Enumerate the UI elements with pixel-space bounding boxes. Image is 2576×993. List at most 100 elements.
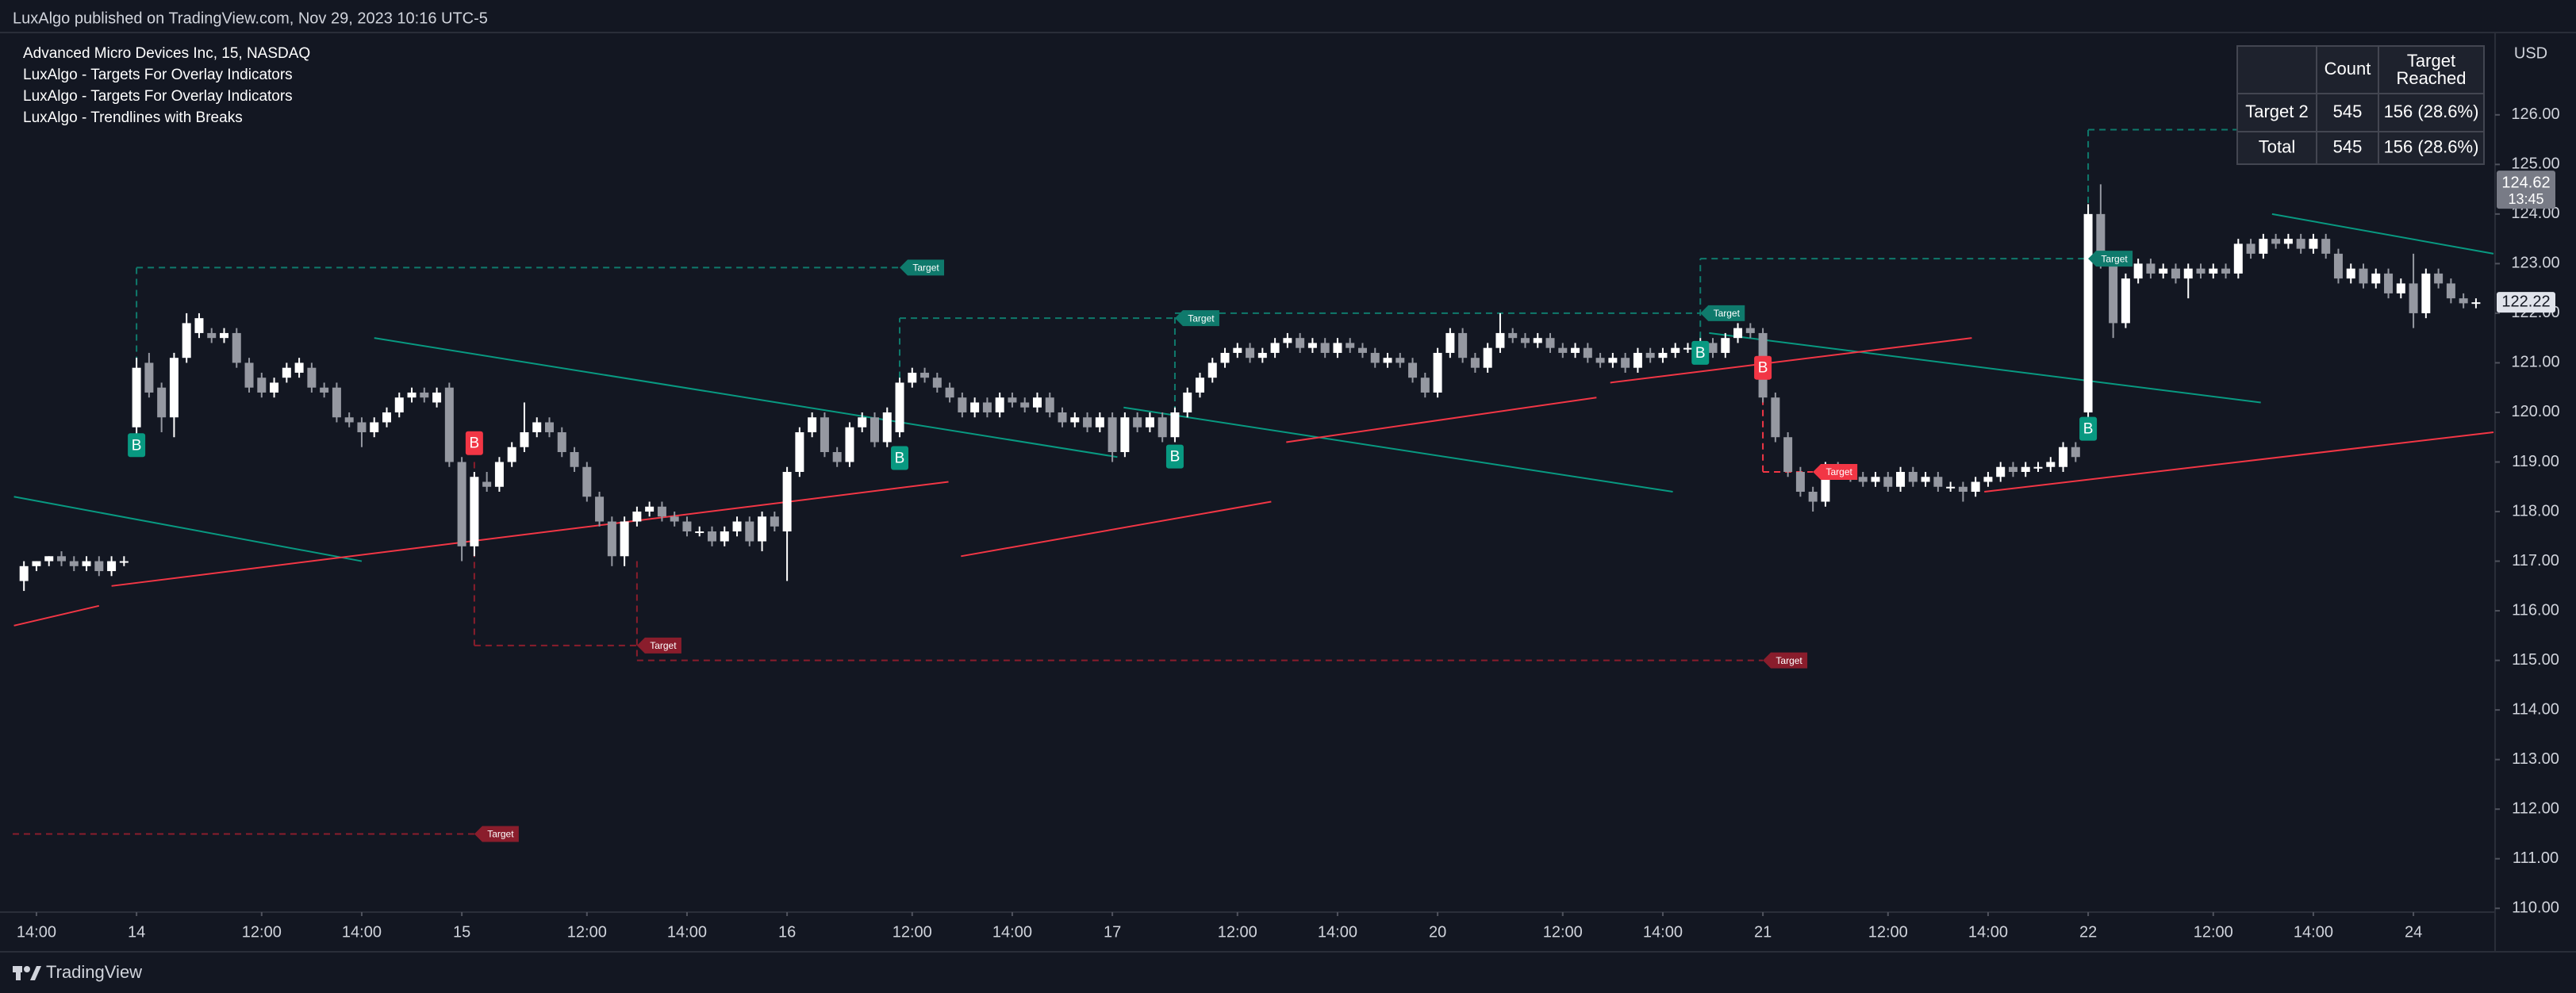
candle-body [657,506,666,517]
candle-body [1971,481,1980,493]
candle-body [2008,466,2017,472]
candle-body [1433,352,1442,393]
candle-body [1108,417,1117,452]
signal-marker [1754,355,1772,380]
candle-body [494,462,504,487]
candle-body [1896,472,1906,487]
candle-body [544,422,554,432]
trendline [1984,431,2494,493]
target-label: Target [1776,655,1802,666]
table-cell: 545 [2333,102,2363,121]
candle-body [1946,486,1956,489]
target-tag [1174,310,1219,327]
candle-body [1921,477,1930,482]
candle-body [1658,352,1668,358]
candle-body [94,561,104,572]
logo-part [24,966,30,972]
candle-body [2059,447,2068,467]
candle-body [2083,213,2093,412]
candle-body [1170,412,1180,438]
candle-body [19,566,29,581]
candle-body [2459,298,2468,304]
trendline [374,337,1118,458]
candle-body [1095,417,1104,427]
candle-body [1133,417,1142,427]
candle-body [1458,332,1468,358]
y-tick-label: 117.00 [2512,552,2559,569]
candle-body [1307,343,1317,348]
x-tick-label: 14:00 [667,923,707,941]
x-tick-label: 14:00 [1318,923,1357,941]
x-tick-label: 17 [1104,923,1121,941]
y-tick-label: 112.00 [2512,799,2559,817]
x-tick-label: 12:00 [1543,923,1583,941]
candle-body [1708,343,1718,353]
x-tick-label: 14:00 [342,923,382,941]
candle-body [1370,352,1380,363]
candle-body [1246,347,1255,358]
plot-area: Target Target Target Target Target Target Targ… [13,128,2494,842]
candle-body [820,417,829,452]
footer-brand: TradingView [46,962,142,982]
signal-label: B [2083,421,2094,438]
target-label: Target [1825,466,1852,477]
candle-body [1233,347,1242,353]
candle-body [2133,263,2143,279]
candle-body [2359,268,2368,284]
candle-body [394,397,404,412]
candle-body [2033,466,2043,469]
candle-body [32,561,41,566]
legend-entry: LuxAlgo - Targets For Overlay Indicators [23,88,293,105]
candle-body [2146,263,2156,274]
candle-body [1070,417,1080,423]
candle-body [745,521,754,542]
signal-label: B [1758,360,1768,377]
candle-body [1220,352,1230,363]
candle-body [858,417,867,427]
candle-body [194,318,204,333]
candle-body [1483,347,1492,368]
candle-body [2296,239,2305,249]
candle-body [2259,239,2268,254]
candle-body [207,332,217,339]
table-header: Count [2325,59,2371,79]
candle-body [1183,392,1192,412]
trendline [961,500,1272,558]
target-label: Target [650,640,677,651]
target-tag [1700,305,1745,321]
x-tick-label: 24 [2405,923,2422,941]
candle-body [1783,437,1793,472]
candle-body [1346,343,1355,348]
table-cell: Target 2 [2245,102,2309,121]
candle-body [2221,268,2231,274]
y-tick-label: 126.00 [2511,105,2559,123]
trendline [1709,332,2261,404]
candle-body [420,392,429,398]
candle-body [1320,343,1330,353]
candle-body [945,387,954,398]
candle-body [2434,273,2444,284]
candle-body [1958,486,1968,493]
y-tick-label: 111.00 [2513,849,2559,867]
candle-body [2121,278,2130,324]
candle-body [1621,358,1630,368]
candle-body [2409,283,2418,313]
candle-body [1296,338,1305,348]
x-tick-label: 12:00 [1868,923,1908,941]
candle-body [1445,332,1455,353]
candle-body [2021,466,2030,472]
candle-body [908,372,917,383]
candle-body [808,417,817,432]
tradingview-logo [13,966,41,980]
y-tick-label: 119.00 [2512,453,2559,470]
candle-body [570,451,579,467]
legend-entry: LuxAlgo - Trendlines with Breaks [23,109,243,126]
candle-body [1207,362,1217,378]
candle-body [557,431,566,452]
candle-body [332,387,341,418]
publish-header: LuxAlgo published on TradingView.com, No… [13,10,488,27]
candle-body [782,472,792,532]
price-label-box [2497,171,2555,209]
candle-body [1257,352,1267,358]
